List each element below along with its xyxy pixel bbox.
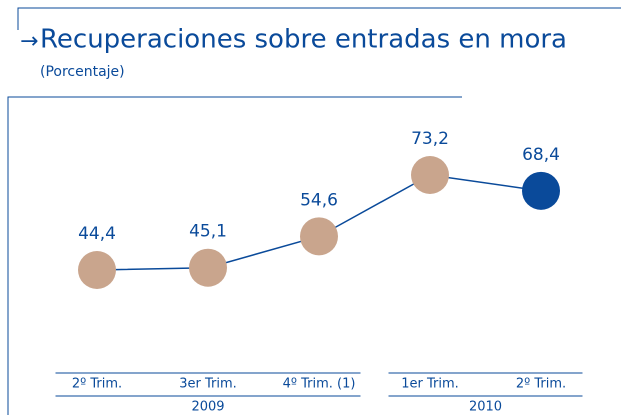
data-label: 68,4 [522, 145, 560, 165]
data-label: 54,6 [300, 190, 338, 210]
x-tick-label: 2º Trim. [72, 377, 122, 392]
data-point [189, 248, 227, 287]
group-label: 2010 [469, 400, 502, 415]
chart-subtitle: (Porcentaje) [40, 64, 125, 80]
chart-frame [7, 96, 462, 415]
data-point [300, 217, 338, 256]
x-tick-label: 1er Trim. [401, 377, 459, 392]
data-label: 73,2 [411, 129, 449, 149]
data-point [522, 171, 560, 210]
x-tick-label: 4º Trim. (1) [283, 377, 356, 392]
group-label: 2009 [191, 400, 224, 415]
data-point [411, 156, 449, 194]
x-tick-label: 3er Trim. [179, 377, 237, 392]
x-tick-label: 2º Trim. [516, 377, 566, 392]
data-point [78, 251, 116, 289]
header-frame [17, 7, 621, 30]
arrow-icon: → [20, 29, 38, 54]
data-label: 44,4 [78, 224, 116, 244]
data-label: 45,1 [189, 222, 227, 242]
chart-title: Recuperaciones sobre entradas en mora [40, 25, 567, 55]
